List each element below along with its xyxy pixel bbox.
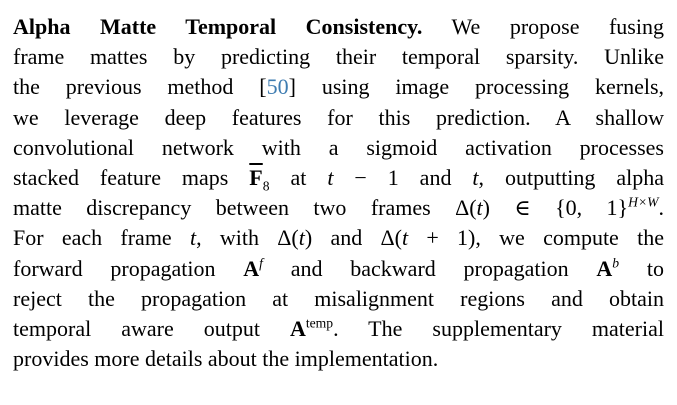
text-line-5: convolutional network with a sigmoid act… [13, 133, 664, 163]
text-segment: t [298, 225, 305, 251]
text-segment: f [259, 255, 263, 271]
text-segment: t [476, 195, 483, 221]
text-segment: H×W [628, 194, 659, 210]
text-segment: frame mattes by predicting their tempora… [13, 44, 664, 70]
text-line-11: temporal aware output Atemp. The supplem… [13, 314, 664, 344]
text-segment: reject the propagation at misalignment r… [13, 285, 664, 311]
text-segment: Alpha Matte Temporal Consistency. [13, 14, 423, 39]
text-segment: t [189, 225, 197, 251]
text-line-1: Alpha Matte Temporal Consistency. We pro… [13, 12, 664, 42]
text-segment: , outputting alpha [478, 165, 665, 191]
text-segment: stacked feature maps [13, 165, 250, 191]
text-segment: A [596, 255, 613, 281]
text-line-3: the previous method [50] using image pro… [13, 72, 664, 102]
text-segment: 8 [262, 178, 270, 194]
text-line-9: forward propagation Af and backward prop… [13, 254, 664, 284]
text-segment: matte discrepancy between two frames Δ( [13, 195, 477, 221]
text-segment: , with Δ( [196, 225, 299, 251]
text-segment: forward propagation [13, 255, 244, 281]
text-segment: A [289, 316, 306, 342]
text-segment: the previous method [ [13, 74, 267, 100]
text-line-4: we leverage deep features for this predi… [13, 103, 664, 133]
text-segment: convolutional network with a sigmoid act… [13, 134, 664, 160]
text-segment: For each frame [13, 225, 190, 251]
text-line-10: reject the propagation at misalignment r… [13, 284, 664, 314]
text-segment: and backward propagation [262, 255, 597, 281]
text-segment: temporal aware output [13, 316, 290, 342]
text-segment: t [401, 225, 409, 251]
text-segment: ] using image processing kernels, [288, 74, 665, 100]
text-segment: − 1 and [333, 165, 473, 191]
text-segment: + 1), we compute the [408, 225, 664, 251]
text-segment: F [249, 165, 263, 191]
paragraph-alpha-matte-temporal-consistency: Alpha Matte Temporal Consistency. We pro… [13, 12, 664, 374]
text-segment: to [619, 255, 664, 281]
text-segment: provides more details about the implemen… [13, 346, 439, 372]
text-segment: t [472, 165, 479, 191]
text-line-12: provides more details about the implemen… [13, 344, 664, 374]
text-line-7: matte discrepancy between two frames Δ(t… [13, 193, 664, 223]
text-segment: We propose fusing [422, 14, 664, 39]
text-line-6: stacked feature maps F8 at t − 1 and t, … [13, 163, 664, 193]
text-segment: at [269, 165, 328, 191]
text-segment: A [243, 255, 260, 281]
text-segment: ) and Δ( [304, 225, 402, 251]
text-segment: . [658, 195, 665, 221]
text-segment: b [612, 255, 620, 271]
citation-ref-50[interactable]: 50 [266, 74, 289, 100]
text-segment: . The supplementary material [333, 316, 664, 342]
text-line-2: frame mattes by predicting their tempora… [13, 42, 664, 72]
text-line-8: For each frame t, with Δ(t) and Δ(t + 1)… [13, 223, 664, 253]
text-segment: temp [305, 315, 334, 331]
text-segment: we leverage deep features for this predi… [13, 104, 664, 130]
text-segment: ) ∈ {0, 1} [482, 195, 629, 221]
text-segment: t [327, 165, 334, 191]
